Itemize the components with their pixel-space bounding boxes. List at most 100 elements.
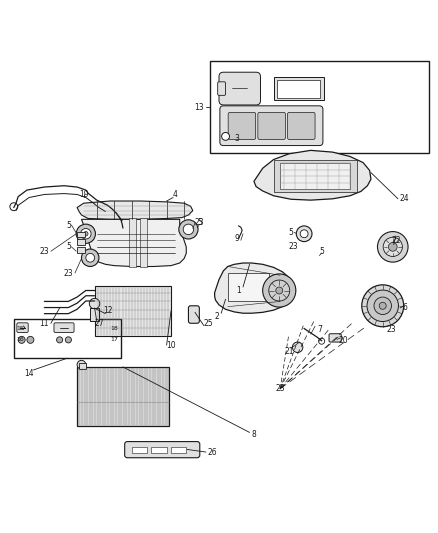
Text: 23: 23 [276, 384, 285, 393]
Circle shape [27, 336, 34, 343]
Circle shape [77, 360, 86, 369]
FancyBboxPatch shape [220, 106, 323, 146]
Circle shape [89, 298, 100, 309]
Text: 23: 23 [194, 219, 204, 228]
Text: 20: 20 [339, 336, 348, 345]
Text: 12: 12 [103, 305, 113, 314]
Circle shape [389, 243, 397, 251]
Bar [277, 79, 320, 98]
Text: 5: 5 [197, 219, 202, 228]
Text: 18: 18 [111, 326, 119, 331]
Circle shape [374, 297, 392, 314]
Circle shape [222, 133, 230, 140]
Circle shape [65, 337, 71, 343]
Bar [280, 163, 350, 189]
Circle shape [383, 237, 403, 256]
Text: 5: 5 [66, 243, 71, 252]
Text: 2: 2 [215, 312, 219, 321]
Text: 24: 24 [400, 195, 410, 203]
Circle shape [18, 336, 25, 343]
Circle shape [81, 229, 91, 239]
Polygon shape [81, 220, 186, 266]
Bar [151, 447, 166, 453]
Text: 22: 22 [391, 236, 401, 245]
Circle shape [292, 342, 303, 352]
Text: 17: 17 [111, 337, 119, 342]
Text: 5: 5 [66, 221, 71, 230]
FancyBboxPatch shape [219, 72, 261, 105]
Text: 5: 5 [319, 247, 324, 256]
Bar [171, 447, 186, 453]
Circle shape [378, 231, 408, 262]
Text: 25: 25 [203, 319, 213, 328]
Text: 26: 26 [208, 448, 217, 457]
Bar [14, 319, 121, 358]
Text: 23: 23 [288, 243, 298, 252]
Text: 14: 14 [24, 369, 34, 378]
Text: 15: 15 [16, 326, 24, 331]
Bar [274, 159, 357, 192]
Bar [141, 219, 147, 266]
Text: 7: 7 [317, 325, 322, 334]
Bar [77, 239, 85, 245]
FancyBboxPatch shape [218, 82, 226, 95]
FancyBboxPatch shape [228, 112, 256, 140]
Bar [120, 224, 128, 230]
FancyBboxPatch shape [17, 323, 28, 333]
FancyBboxPatch shape [288, 112, 315, 140]
Text: 10: 10 [166, 341, 176, 350]
Circle shape [276, 287, 283, 294]
FancyBboxPatch shape [125, 441, 200, 458]
Bar [274, 77, 324, 100]
Circle shape [263, 274, 296, 307]
Circle shape [10, 203, 18, 211]
FancyBboxPatch shape [329, 334, 341, 342]
Polygon shape [215, 263, 295, 313]
Bar [122, 229, 127, 232]
Text: 23: 23 [64, 269, 73, 278]
Polygon shape [254, 150, 371, 200]
Text: 16: 16 [16, 337, 24, 342]
FancyBboxPatch shape [188, 306, 199, 323]
Circle shape [367, 290, 399, 321]
Bar [228, 273, 269, 302]
Circle shape [179, 220, 198, 239]
Text: 19: 19 [79, 190, 88, 199]
Circle shape [183, 224, 194, 235]
Text: 21: 21 [284, 347, 293, 356]
Text: 4: 4 [173, 190, 178, 199]
Bar [90, 308, 99, 321]
Text: 27: 27 [94, 319, 104, 328]
Text: 5: 5 [289, 228, 293, 237]
Text: 9: 9 [234, 233, 239, 243]
Circle shape [379, 302, 386, 309]
Circle shape [318, 338, 325, 344]
Text: 3: 3 [234, 134, 239, 143]
Circle shape [300, 230, 308, 238]
Text: 6: 6 [402, 303, 407, 312]
Circle shape [81, 249, 99, 266]
Circle shape [296, 226, 312, 241]
Circle shape [269, 280, 290, 301]
Text: 13: 13 [194, 103, 204, 111]
Text: 8: 8 [251, 430, 256, 439]
Bar [132, 447, 147, 453]
Bar [77, 367, 169, 426]
Text: 23: 23 [39, 247, 49, 256]
Bar [77, 247, 85, 253]
Circle shape [57, 337, 63, 343]
Bar [95, 286, 171, 336]
Bar [210, 61, 428, 153]
Bar [130, 219, 136, 266]
Circle shape [362, 285, 404, 327]
Text: 11: 11 [39, 319, 49, 328]
Text: 23: 23 [387, 325, 396, 334]
Polygon shape [77, 201, 193, 220]
Circle shape [86, 253, 95, 262]
Bar [77, 231, 85, 237]
Text: 1: 1 [236, 286, 241, 295]
Circle shape [76, 224, 95, 244]
Bar [79, 362, 86, 369]
FancyBboxPatch shape [258, 112, 286, 140]
FancyBboxPatch shape [54, 323, 74, 333]
